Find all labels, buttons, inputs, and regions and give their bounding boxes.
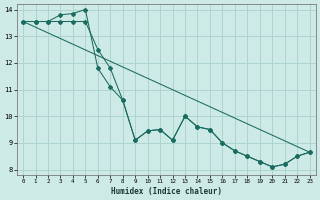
X-axis label: Humidex (Indice chaleur): Humidex (Indice chaleur) [111, 187, 222, 196]
